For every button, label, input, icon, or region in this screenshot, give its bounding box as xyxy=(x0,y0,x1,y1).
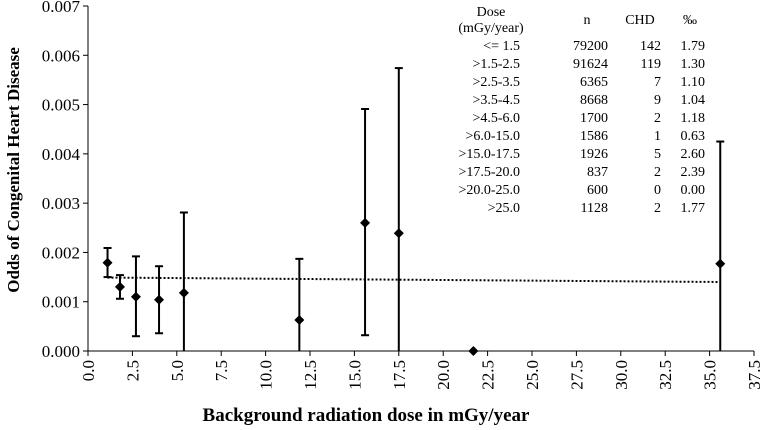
data-point xyxy=(154,294,165,305)
table-header-permil: ‰ xyxy=(683,13,697,28)
table-cell-n: 600 xyxy=(587,183,608,198)
x-tick-labels: 0.0 2.5 5.0 7.5 10.0 12.5 15.0 17.5 20.0 22.5 25.0… xyxy=(79,360,764,390)
table-rows: <= 1.5 79200 142 1.79 >1.5-2.5 91624 119 1.30 >2… xyxy=(458,39,705,216)
y-tick-label: 0.006 xyxy=(42,46,80,65)
x-tick-label: 22.5 xyxy=(479,360,498,390)
table-cell-n: 79200 xyxy=(573,39,608,54)
table-cell-dose: >6.0-15.0 xyxy=(465,129,520,144)
table-cell-chd: 0 xyxy=(654,183,661,198)
x-tick-label: 32.5 xyxy=(656,360,675,390)
y-tick-label: 0.005 xyxy=(42,96,80,115)
data-point xyxy=(360,217,371,228)
data-point xyxy=(294,314,305,325)
table-header-dose-unit: (mGy/year) xyxy=(458,21,524,36)
x-tick-label: 27.5 xyxy=(567,360,586,390)
table-cell-chd: 9 xyxy=(654,93,661,108)
table-cell-permil: 2.60 xyxy=(681,147,706,162)
x-tick-label: 17.5 xyxy=(390,360,409,390)
table-cell-dose: >1.5-2.5 xyxy=(472,57,520,72)
x-tick-label: 30.0 xyxy=(612,360,631,390)
data-table: Dose (mGy/year) n CHD ‰ <= 1.5 79200 142 1.… xyxy=(458,5,705,216)
data-points xyxy=(102,217,726,356)
table-cell-chd: 7 xyxy=(654,75,661,90)
table-header-n: n xyxy=(584,13,591,28)
data-point xyxy=(178,287,189,298)
table-cell-n: 1586 xyxy=(580,129,608,144)
y-axis-title: Odds of Congenital Heart Disease xyxy=(4,47,23,293)
data-point xyxy=(130,291,141,302)
y-tick-label: 0.004 xyxy=(42,145,81,164)
table-header-chd: CHD xyxy=(625,13,655,28)
table-cell-permil: 2.39 xyxy=(681,165,706,180)
table-cell-chd: 1 xyxy=(654,129,661,144)
table-cell-dose: >17.5-20.0 xyxy=(458,165,520,180)
error-bars xyxy=(103,67,725,351)
y-tick-label: 0.003 xyxy=(42,194,80,213)
table-cell-permil: 1.30 xyxy=(681,57,706,72)
table-cell-chd: 119 xyxy=(641,57,661,72)
table-cell-permil: 0.63 xyxy=(681,129,706,144)
data-point xyxy=(715,258,726,269)
table-cell-n: 8668 xyxy=(580,93,608,108)
x-tick-label: 25.0 xyxy=(523,360,542,390)
x-tick-label: 10.0 xyxy=(257,360,276,390)
x-axis-title: Background radiation dose in mGy/year xyxy=(203,405,530,426)
x-tick-label: 20.0 xyxy=(434,360,453,390)
table-cell-permil: 1.04 xyxy=(681,93,706,108)
table-cell-dose: >2.5-3.5 xyxy=(472,75,520,90)
y-tick-labels: 0.000 0.001 0.002 0.003 0.004 0.005 0.006 0.007 xyxy=(42,0,81,361)
table-cell-dose: >4.5-6.0 xyxy=(472,111,520,126)
table-cell-dose: >15.0-17.5 xyxy=(458,147,520,162)
table-cell-chd: 142 xyxy=(640,39,661,54)
table-cell-n: 1926 xyxy=(580,147,608,162)
y-tick-label: 0.000 xyxy=(42,342,80,361)
data-point xyxy=(468,346,479,356)
x-tick-label: 5.0 xyxy=(168,360,187,381)
x-tick-label: 35.0 xyxy=(701,360,720,390)
table-cell-dose: >20.0-25.0 xyxy=(458,183,520,198)
table-cell-chd: 2 xyxy=(654,111,661,126)
x-tick-label: 37.5 xyxy=(745,360,764,390)
table-cell-permil: 1.79 xyxy=(681,39,706,54)
axes xyxy=(83,5,755,356)
data-point xyxy=(102,257,113,268)
table-cell-n: 91624 xyxy=(573,57,608,72)
table-cell-permil: 1.10 xyxy=(681,75,706,90)
y-tick-label: 0.007 xyxy=(42,0,81,16)
table-cell-permil: 1.77 xyxy=(681,201,706,216)
table-cell-dose: <= 1.5 xyxy=(483,39,520,54)
y-tick-label: 0.002 xyxy=(42,243,80,262)
y-tick-label: 0.001 xyxy=(42,293,80,312)
table-cell-chd: 2 xyxy=(654,165,661,180)
x-tick-label: 15.0 xyxy=(345,360,364,390)
x-tick-label: 0.0 xyxy=(79,360,98,381)
table-cell-n: 6365 xyxy=(580,75,608,90)
trendline xyxy=(107,276,721,283)
data-point xyxy=(114,281,125,292)
x-tick-label: 12.5 xyxy=(301,360,320,390)
table-cell-n: 1128 xyxy=(581,201,608,216)
table-cell-dose: >25.0 xyxy=(488,201,520,216)
table-cell-n: 1700 xyxy=(580,111,608,126)
table-cell-n: 837 xyxy=(587,165,608,180)
x-tick-label: 2.5 xyxy=(123,360,142,381)
table-cell-chd: 5 xyxy=(654,147,661,162)
table-cell-chd: 2 xyxy=(654,201,661,216)
table-header-dose: Dose xyxy=(477,5,506,20)
x-tick-label: 7.5 xyxy=(212,360,231,381)
table-cell-dose: >3.5-4.5 xyxy=(472,93,520,108)
table-cell-permil: 1.18 xyxy=(681,111,706,126)
table-cell-permil: 0.00 xyxy=(681,183,706,198)
data-point xyxy=(393,228,404,239)
